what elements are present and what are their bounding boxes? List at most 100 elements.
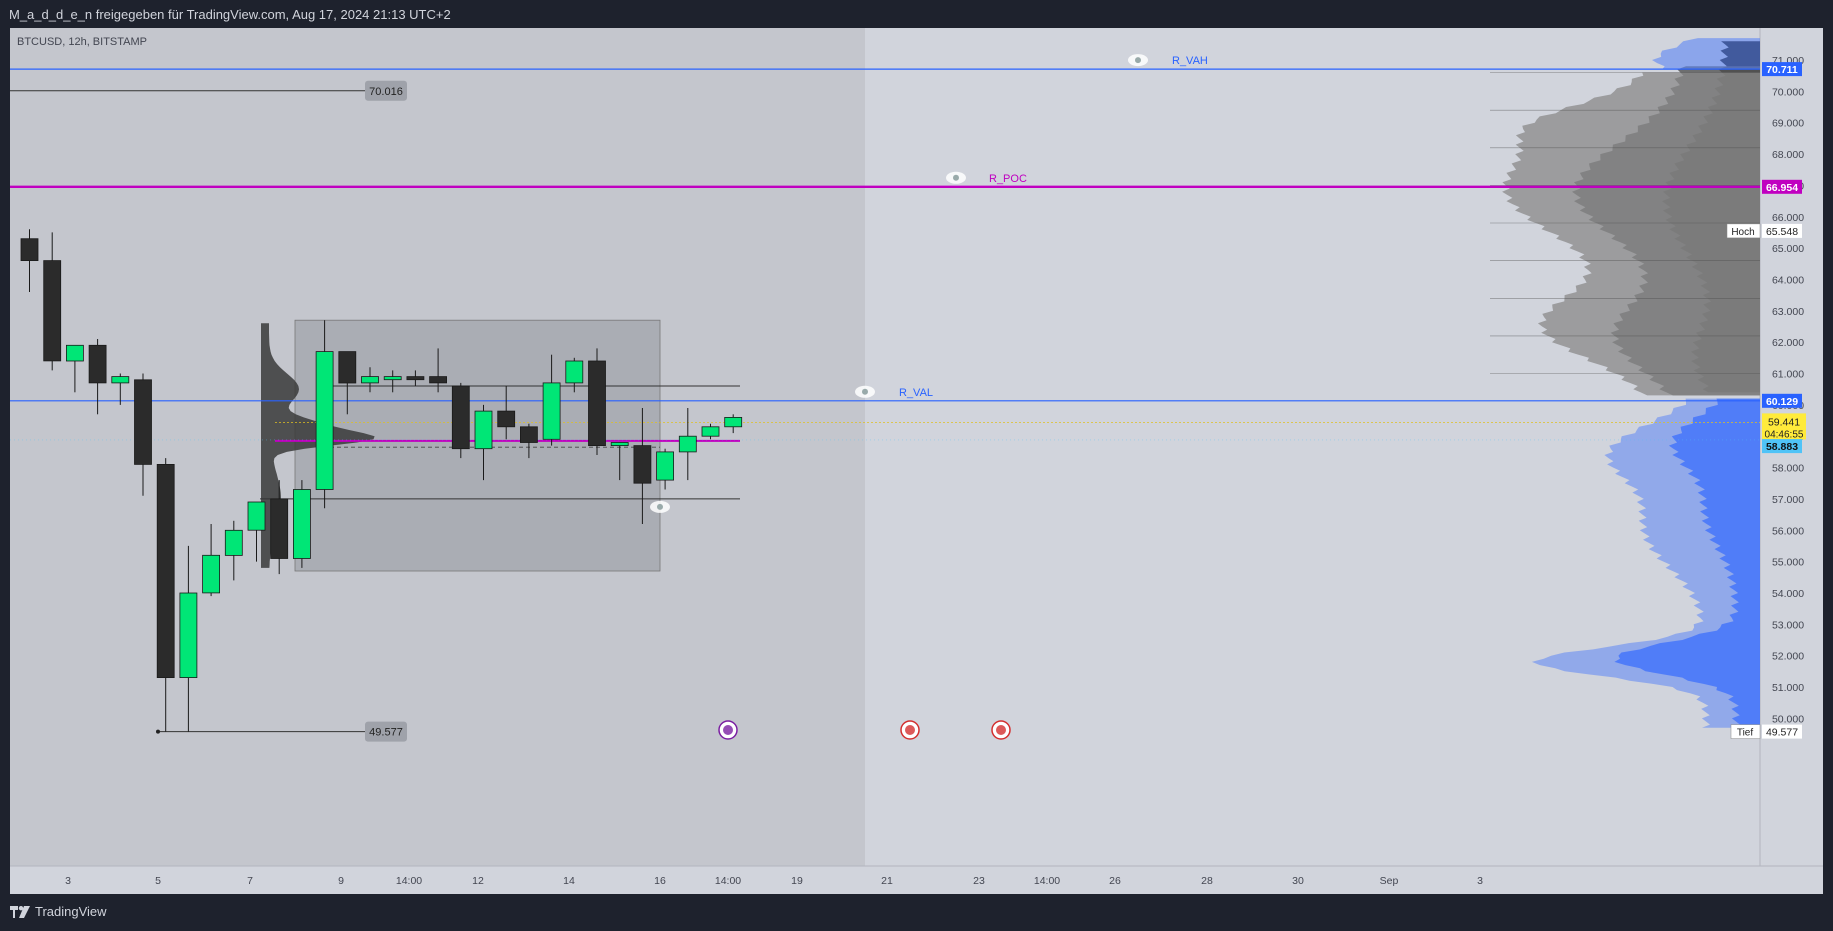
- candle-body-bull: [111, 376, 130, 384]
- candle-body-bull: [383, 376, 402, 381]
- eye-icon-pupil: [862, 388, 868, 395]
- candle-body-bull: [724, 416, 743, 428]
- level-lines-layer: R_VAH R_POC R_VAL 70.016 49.577: [10, 54, 1760, 742]
- volume-profile-layer: [1490, 38, 1760, 731]
- tradingview-logo-icon: [10, 905, 30, 918]
- price-tick-label: 68.000: [1772, 149, 1804, 161]
- candle-body-bull: [361, 376, 379, 384]
- eye-icon-pupil: [657, 503, 663, 510]
- candle: [202, 524, 221, 597]
- eye-icon-pupil: [1135, 57, 1141, 64]
- candle-body-bear: [156, 463, 175, 678]
- candle: [656, 448, 674, 490]
- candle: [610, 442, 629, 481]
- time-tick-label: 26: [1109, 875, 1121, 887]
- low-word: Tief: [1737, 728, 1754, 739]
- level-label-r-poc: R_POC: [989, 173, 1027, 185]
- candle: [633, 408, 652, 524]
- price-tick-label: 50.000: [1772, 713, 1804, 725]
- tag-r-val-bg: [1762, 393, 1802, 408]
- candle-body-bull: [474, 410, 493, 450]
- eye-icon: [650, 500, 670, 513]
- time-tick-label: 14:00: [396, 875, 422, 887]
- candle: [565, 357, 584, 393]
- price-tick-label: 54.000: [1772, 588, 1804, 600]
- price-tick-label: 61.000: [1772, 369, 1804, 381]
- candle-body-bull: [66, 344, 84, 362]
- candle: [224, 520, 243, 581]
- volume-profile-band-3: [1502, 72, 1760, 396]
- candle: [497, 386, 516, 440]
- time-tick-label: 3: [65, 875, 71, 887]
- time-tick-label: 3: [1477, 875, 1483, 887]
- lightning-event-icon-dot: [723, 725, 733, 735]
- candle-body-bear: [270, 498, 289, 559]
- current-price-tag-bg: [1762, 413, 1806, 440]
- price-tick-label: 65.000: [1772, 243, 1804, 255]
- price-tick-label: 56.000: [1772, 525, 1804, 537]
- candle-body-bear: [338, 351, 357, 384]
- price-tick-label: 64.000: [1772, 275, 1804, 287]
- candle-body-bull: [315, 351, 334, 490]
- current-price-tag: 59.441: [1768, 416, 1800, 428]
- eye-icon: [1128, 54, 1148, 67]
- time-tick-label: 14: [563, 875, 575, 887]
- candle-body-bull: [202, 554, 221, 594]
- price-tick-label: 63.000: [1772, 306, 1804, 318]
- time-tick-label: 30: [1292, 875, 1304, 887]
- candle: [588, 348, 606, 455]
- candle-body-bull: [656, 451, 674, 481]
- candle: [338, 351, 357, 415]
- candle-body-bull: [179, 592, 198, 678]
- candle: [43, 232, 62, 371]
- price-tick-label: 62.000: [1772, 337, 1804, 349]
- eye-icon-pupil: [953, 174, 959, 181]
- candle-body-bear: [429, 376, 448, 384]
- tag-r-poc-bg: [1762, 179, 1802, 194]
- candle-body-bull: [565, 360, 584, 384]
- us-flag-event-icon: [900, 720, 920, 740]
- footer-bar: TradingView: [0, 894, 1833, 931]
- time-tick-label: 5: [155, 875, 161, 887]
- box-low-dot: [156, 729, 160, 734]
- low-value-bg: [1762, 724, 1802, 739]
- brand-label: TradingView: [35, 904, 107, 919]
- price-tick-label: 66.000: [1772, 212, 1804, 224]
- candle: [292, 480, 311, 568]
- candle-body-bull: [701, 426, 720, 437]
- candle-body-bear: [633, 445, 652, 484]
- candle: [724, 414, 743, 434]
- candle: [315, 320, 334, 509]
- high-word: Hoch: [1731, 227, 1754, 238]
- tag-r-vah: 70.711: [1766, 64, 1798, 76]
- volume-profile-band-5: [1531, 398, 1760, 728]
- candle: [88, 339, 107, 415]
- candle-body-bull: [610, 442, 629, 446]
- candle: [179, 545, 198, 732]
- candle: [134, 373, 152, 496]
- us-flag-event-icon-dot: [905, 725, 915, 735]
- candle-body-bear: [588, 360, 606, 446]
- time-tick-label: 16: [654, 875, 666, 887]
- candle: [474, 404, 493, 481]
- candle: [542, 354, 561, 446]
- candle: [701, 423, 720, 440]
- candle: [156, 458, 175, 732]
- candle-body-bear: [406, 376, 425, 381]
- candle: [383, 370, 402, 393]
- box-high-badge: [365, 80, 407, 101]
- candle-body-bear: [43, 260, 62, 362]
- time-tick-label: 9: [338, 875, 344, 887]
- chart-title: BTCUSD, 12h, BITSTAMP: [17, 36, 147, 48]
- candle: [247, 501, 266, 562]
- box-low-label: 49.577: [369, 727, 403, 739]
- tag-pivot: 58.883: [1766, 441, 1798, 453]
- tradingview-brand[interactable]: TradingView: [10, 904, 107, 919]
- time-tick-label: 14:00: [1034, 875, 1060, 887]
- level-label-r-vah: R_VAH: [1172, 55, 1208, 67]
- price-tick-label: 57.000: [1772, 494, 1804, 506]
- candle-body-bull: [224, 529, 243, 556]
- chart-frame[interactable]: R_VAH R_POC R_VAL 70.016 49.577 71.000 70.000…: [10, 28, 1823, 894]
